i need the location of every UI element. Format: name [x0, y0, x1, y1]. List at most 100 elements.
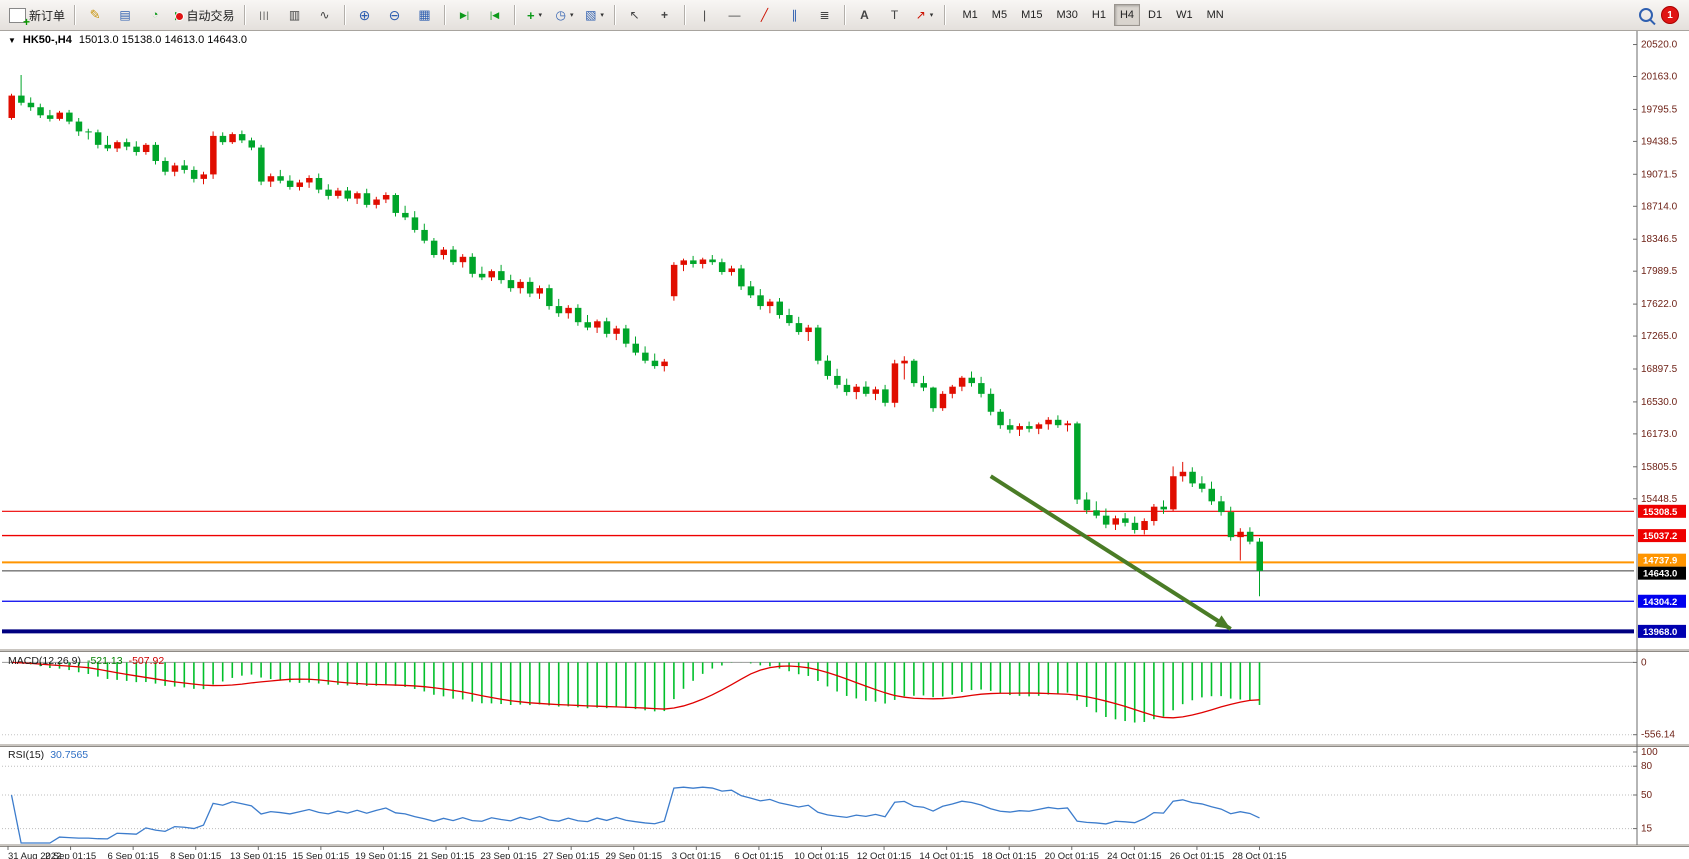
text-button[interactable]: A	[851, 3, 879, 27]
market-watch-icon: ▤	[119, 8, 131, 22]
svg-text:14304.2: 14304.2	[1643, 597, 1677, 608]
timeframe-m1[interactable]: M1	[962, 9, 978, 21]
svg-text:16897.5: 16897.5	[1641, 364, 1678, 375]
svg-text:12 Oct 01:15: 12 Oct 01:15	[857, 851, 911, 859]
svg-text:17265.0: 17265.0	[1641, 331, 1678, 342]
crosshair-button[interactable]: +	[651, 3, 679, 27]
zoom-in-button[interactable]: ⊕	[351, 3, 379, 27]
tile-windows-icon: ▦	[418, 7, 431, 22]
macd-panel	[2, 661, 1634, 736]
periods-button[interactable]: ◷ ▾	[551, 3, 579, 27]
trendline-button[interactable]: ╱	[751, 3, 779, 27]
timeframe-m15[interactable]: M15	[1021, 9, 1043, 21]
price-badge	[1638, 529, 1686, 543]
chart-shift-button[interactable]: |◀	[481, 3, 509, 27]
rsi-panel	[2, 765, 1634, 844]
new-order-icon: +	[9, 7, 30, 28]
timeframe-d1[interactable]: D1	[1148, 9, 1163, 21]
svg-text:18 Oct 01:15: 18 Oct 01:15	[982, 851, 1036, 859]
market-watch-button[interactable]: ▤	[111, 3, 139, 27]
dropdown-caret-icon: ▾	[538, 12, 543, 19]
search-icon[interactable]	[1639, 8, 1653, 22]
autotrade-label: 自动交易	[186, 8, 235, 23]
bar-chart-icon: |||	[259, 10, 270, 20]
price-badge	[1638, 566, 1686, 580]
svg-text:26 Oct 01:15: 26 Oct 01:15	[1170, 851, 1224, 859]
svg-text:2 Sep 01:15: 2 Sep 01:15	[45, 851, 96, 859]
svg-text:15: 15	[1641, 824, 1653, 835]
bar-chart-button[interactable]: |||	[251, 3, 279, 27]
timeframe-h4[interactable]: H4	[1113, 4, 1140, 26]
toolbar-separator	[74, 5, 77, 25]
svg-text:19438.5: 19438.5	[1641, 136, 1678, 147]
text-label-button[interactable]: T	[881, 3, 909, 27]
svg-text:17989.5: 17989.5	[1641, 266, 1678, 277]
timeframe-group: M1 M5 M15 M30 H1 H4 D1 W1 MN	[956, 4, 1231, 26]
refresh-button[interactable]: ◔	[141, 3, 169, 27]
svg-text:-556.14: -556.14	[1641, 730, 1675, 741]
macd-indicator-label: MACD(12,26,9) -521.13 -507.92	[8, 655, 164, 667]
svg-text:15037.2: 15037.2	[1643, 531, 1677, 542]
collapse-icon[interactable]: ▼	[8, 35, 16, 45]
svg-text:80: 80	[1641, 761, 1653, 772]
fibonacci-button[interactable]: ≣	[811, 3, 839, 27]
add-indicator-icon: +	[526, 7, 535, 23]
timeframe-h1[interactable]: H1	[1091, 9, 1106, 21]
tile-windows-button[interactable]: ▦	[411, 3, 439, 27]
svg-text:16530.0: 16530.0	[1641, 397, 1678, 408]
svg-text:20520.0: 20520.0	[1641, 40, 1678, 51]
channel-icon: ∥	[791, 8, 798, 22]
chart-shift-icon: |◀	[489, 9, 500, 20]
arrow-tool-icon: ↗	[915, 8, 926, 22]
macd-signal-value: -507.92	[128, 655, 165, 667]
line-chart-button[interactable]: ∿	[311, 3, 339, 27]
timeframe-mn[interactable]: MN	[1206, 9, 1224, 21]
svg-text:29 Sep 01:15: 29 Sep 01:15	[605, 851, 662, 859]
svg-text:23 Sep 01:15: 23 Sep 01:15	[480, 851, 537, 859]
templates-button[interactable]: ▧ ▾	[581, 3, 609, 27]
rsi-value: 30.7565	[50, 749, 89, 761]
svg-text:16173.0: 16173.0	[1641, 429, 1678, 440]
candlestick-chart-button[interactable]: ▥	[281, 3, 309, 27]
price-badge	[1638, 594, 1686, 608]
horizontal-lines-layer[interactable]	[2, 510, 1634, 634]
toolbar-right-group: 1	[1639, 6, 1679, 24]
vertical-line-button[interactable]: |	[691, 3, 719, 27]
symbol-label: HK50-,H4	[22, 34, 72, 46]
svg-text:19071.5: 19071.5	[1641, 169, 1678, 180]
auto-scroll-icon: ▶|	[459, 9, 470, 20]
toolbar-separator	[513, 5, 516, 25]
timeframe-w1[interactable]: W1	[1176, 9, 1193, 21]
svg-text:10 Oct 01:15: 10 Oct 01:15	[794, 851, 848, 859]
trend-arrow-annotation[interactable]	[989, 474, 1232, 631]
dropdown-caret-icon: ▾	[569, 12, 574, 19]
svg-text:15448.5: 15448.5	[1641, 494, 1678, 505]
timeframe-m30[interactable]: M30	[1056, 9, 1078, 21]
dropdown-caret-icon: ▾	[600, 12, 604, 19]
toolbar-separator	[443, 5, 446, 25]
trendline-icon: ╱	[760, 8, 769, 22]
vertical-line-icon: |	[702, 8, 707, 22]
autotrade-button[interactable]: ▶ 自动交易	[171, 3, 238, 27]
notification-badge[interactable]: 1	[1661, 6, 1679, 24]
channel-button[interactable]: ∥	[781, 3, 809, 27]
metaeditor-button[interactable]: ✎	[81, 3, 109, 27]
zoom-out-button[interactable]: ⊖	[381, 3, 409, 27]
cursor-button[interactable]: ↖	[621, 3, 649, 27]
arrows-button[interactable]: ↗ ▾	[911, 3, 939, 27]
auto-scroll-button[interactable]: ▶|	[451, 3, 479, 27]
new-order-button[interactable]: + 新订单	[5, 3, 69, 28]
timeframe-m5[interactable]: M5	[991, 9, 1008, 21]
indicators-button[interactable]: + ▾	[521, 3, 549, 27]
toolbar-separator	[683, 5, 686, 25]
svg-text:0: 0	[1641, 657, 1647, 668]
price-axis[interactable]: 20520.0 20163.0 19795.5 19438.5 19071.5 18714…	[1633, 30, 1686, 845]
autotrade-off-dot	[175, 11, 185, 21]
candlestick-icon: ▥	[288, 8, 301, 22]
svg-text:6 Oct 01:15: 6 Oct 01:15	[734, 851, 783, 859]
horizontal-line-button[interactable]: —	[721, 3, 749, 27]
svg-text:19 Sep 01:15: 19 Sep 01:15	[355, 851, 412, 859]
